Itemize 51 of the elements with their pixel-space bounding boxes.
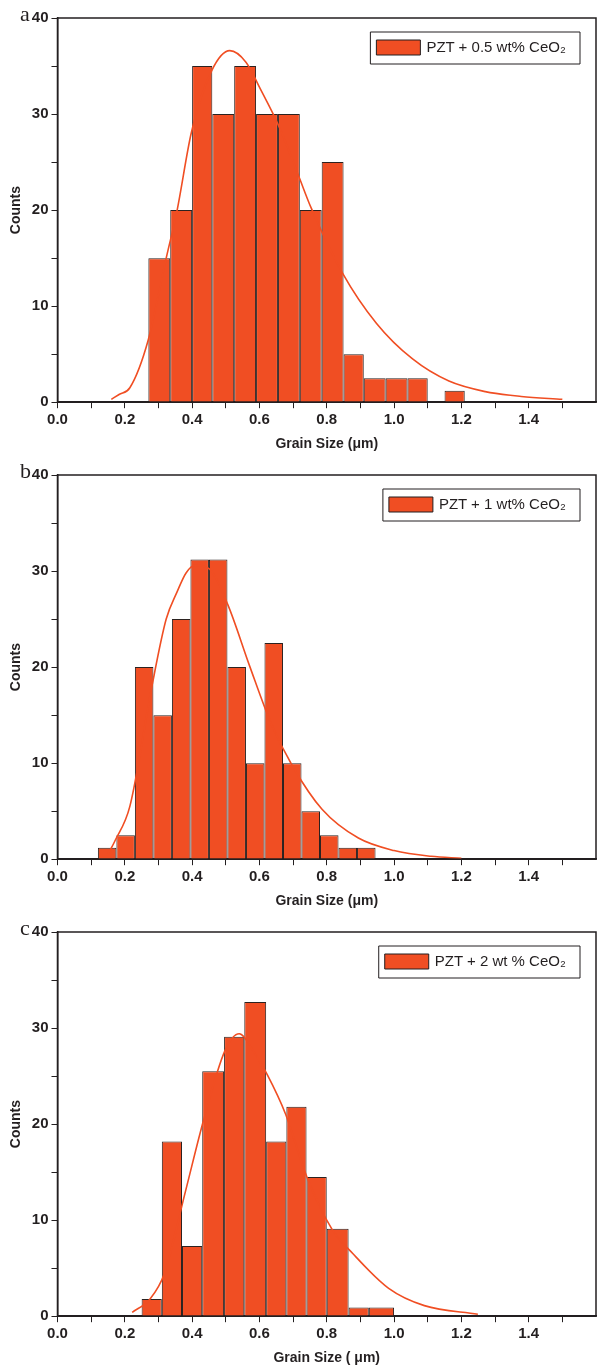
y-tick-label: 10 <box>31 296 49 314</box>
y-tick-label: 30 <box>31 1018 49 1036</box>
x-tick-label: 0.4 <box>181 410 204 428</box>
y-tick-label: 40 <box>31 8 49 26</box>
x-tick-label: 0.2 <box>114 867 136 885</box>
x-tick-label: 1.4 <box>518 867 540 885</box>
chart-title: c <box>20 914 30 940</box>
x-tick-label: 0.4 <box>181 867 204 885</box>
x-tick-label: 0.0 <box>47 1324 68 1342</box>
x-tick-label: 1.2 <box>450 1324 472 1342</box>
y-tick-label: 20 <box>31 1114 49 1132</box>
y-axis-title: Counts <box>7 1099 24 1149</box>
x-tick-label: 0.4 <box>181 1324 204 1342</box>
x-tick-label: 1.4 <box>518 1324 540 1342</box>
x-tick-label: 0.0 <box>47 867 68 885</box>
y-tick-label: 0 <box>40 1306 49 1324</box>
x-tick-label: 0.8 <box>316 410 338 428</box>
y-axis-title: Counts <box>7 185 24 235</box>
x-tick-label: 0.6 <box>249 1324 270 1342</box>
x-tick-label: 0.0 <box>47 410 68 428</box>
legend-label: PZT + 1 wt% CeO₂ <box>438 495 566 513</box>
chart-title: a <box>20 0 30 26</box>
x-tick-label: 1.0 <box>383 1324 405 1342</box>
x-tick-label: 1.4 <box>518 410 540 428</box>
x-axis-title: Grain Size (μm) <box>275 892 379 909</box>
y-tick-label: 40 <box>31 922 49 940</box>
y-axis-title: Counts <box>7 642 24 692</box>
y-tick-label: 10 <box>31 1210 49 1228</box>
y-tick-label: 0 <box>40 392 49 410</box>
x-tick-label: 0.8 <box>316 867 338 885</box>
legend-label: PZT + 2 wt % CeO₂ <box>434 952 566 970</box>
y-tick-label: 30 <box>31 561 49 579</box>
x-tick-label: 0.6 <box>249 410 270 428</box>
x-axis-title: Grain Size (μm) <box>275 435 379 452</box>
x-tick-label: 0.2 <box>114 1324 136 1342</box>
y-tick-label: 10 <box>31 753 49 771</box>
y-tick-label: 20 <box>31 657 49 675</box>
y-tick-label: 40 <box>31 465 49 483</box>
y-tick-label: 30 <box>31 104 49 122</box>
chart-title: b <box>20 457 31 483</box>
x-tick-label: 0.6 <box>249 867 270 885</box>
y-tick-label: 0 <box>40 849 49 867</box>
x-tick-label: 1.0 <box>383 867 405 885</box>
x-tick-label: 0.2 <box>114 410 136 428</box>
x-tick-label: 1.2 <box>450 867 472 885</box>
x-tick-label: 1.2 <box>450 410 472 428</box>
x-tick-label: 1.0 <box>383 410 405 428</box>
x-axis-title: Grain Size ( μm) <box>273 1349 381 1366</box>
x-tick-label: 0.8 <box>316 1324 338 1342</box>
legend-label: PZT + 0.5 wt% CeO₂ <box>426 38 566 56</box>
y-tick-label: 20 <box>31 200 49 218</box>
